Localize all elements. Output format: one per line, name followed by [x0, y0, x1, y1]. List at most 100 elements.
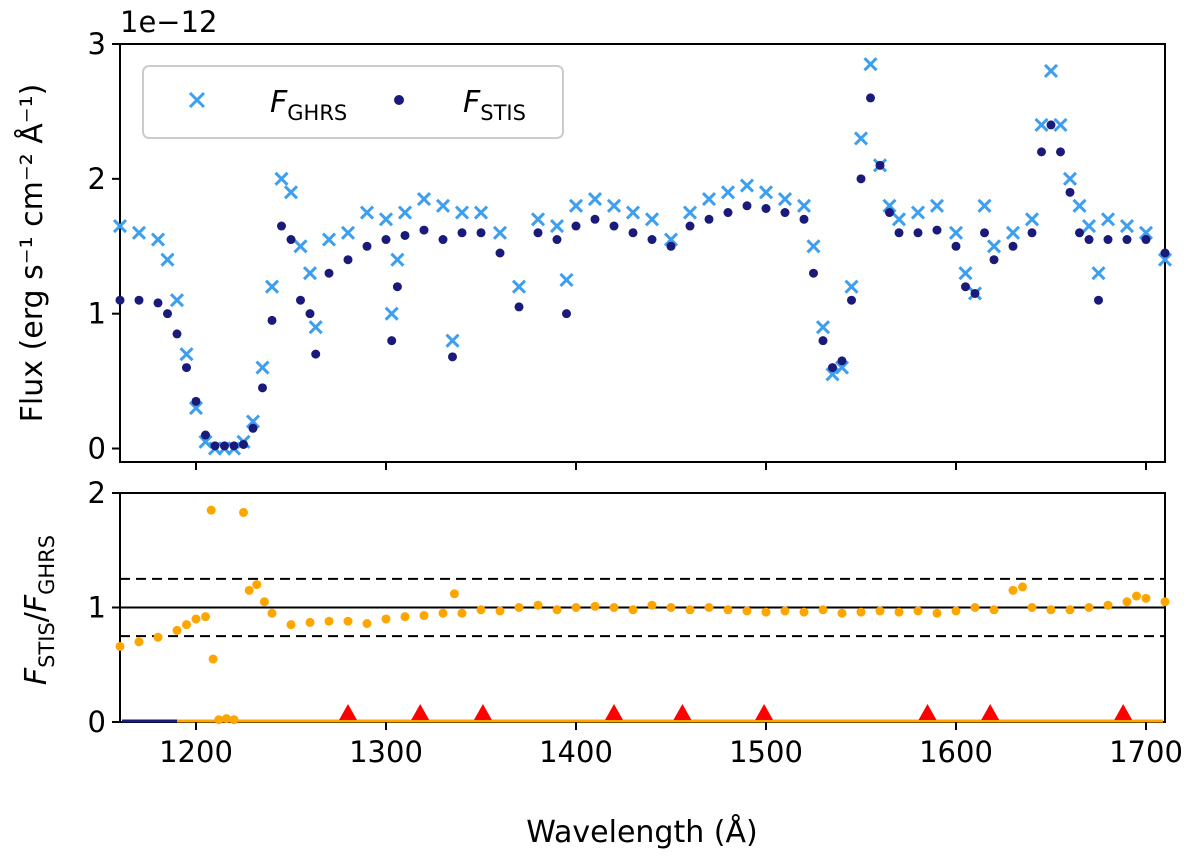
ratio-point	[742, 606, 752, 616]
ghrs-point	[384, 306, 399, 321]
bottom-x-tick-label: 1400	[539, 735, 613, 769]
ghrs-point	[958, 266, 973, 281]
stis-point	[115, 295, 125, 305]
stis-point	[894, 228, 904, 238]
stis-point	[258, 383, 267, 393]
stis-point	[381, 235, 391, 245]
x-axis-label: Wavelength (Å)	[526, 814, 757, 850]
stis-point	[951, 241, 961, 251]
top-x-ticks	[195, 462, 1147, 470]
ratio-point	[208, 654, 218, 664]
ghrs-point	[131, 225, 147, 240]
stis-point	[647, 235, 657, 245]
ratio-point	[400, 612, 410, 622]
ratio-point	[449, 589, 459, 599]
stis-point	[311, 349, 321, 359]
ghrs-point	[891, 212, 907, 227]
ghrs-point	[701, 192, 717, 207]
ghrs-point	[806, 239, 821, 254]
ghrs-point	[682, 205, 698, 220]
stis-point	[571, 221, 581, 231]
ghrs-point	[245, 414, 261, 429]
ratio-point	[214, 715, 224, 725]
ghrs-point	[1043, 63, 1059, 79]
ratio-point	[1008, 585, 1018, 595]
bottom-panel: 0 1 2 1200 1300 1400 1500 1600 1700 FSTIS/FGHRS…	[19, 476, 1183, 850]
ghrs-point	[454, 205, 470, 220]
red-triangle-marker	[411, 704, 430, 720]
ghrs-point	[796, 198, 812, 213]
ratio-point	[134, 637, 144, 647]
stis-point	[182, 363, 191, 373]
ratio-point	[856, 607, 866, 617]
ghrs-point	[1138, 225, 1154, 240]
ghrs-point	[986, 239, 1002, 254]
ratio-point	[153, 632, 163, 642]
ratio-point	[552, 605, 562, 615]
stis-point	[742, 201, 752, 211]
stis-point	[1160, 248, 1170, 258]
legend: FGHRS FSTIS	[142, 65, 564, 139]
ghrs-point	[758, 185, 774, 200]
ratio-point	[970, 603, 980, 612]
ghrs-point	[160, 252, 175, 267]
stis-point	[362, 241, 372, 251]
stis-point	[866, 93, 875, 103]
ratio-point	[1160, 597, 1170, 607]
bottom-x-tick-label: 1700	[1109, 735, 1183, 769]
ghrs-point	[283, 185, 299, 200]
ghrs-point	[1005, 225, 1021, 240]
ghrs-point	[834, 360, 850, 375]
ratio-point	[818, 605, 828, 615]
stis-point	[239, 439, 248, 449]
stis-point	[1075, 228, 1084, 238]
stis-point	[1084, 235, 1094, 245]
ghrs-point	[264, 279, 280, 294]
ghrs-point	[340, 225, 356, 240]
ratio-point	[343, 616, 353, 626]
ratio-point	[172, 625, 182, 635]
ghrs-point	[720, 185, 736, 200]
stis-point	[305, 309, 315, 319]
bottom-x-tick-label: 1500	[729, 735, 803, 769]
legend-marker-stis	[394, 95, 404, 105]
ratio-point	[438, 608, 448, 618]
stis-point	[210, 441, 220, 451]
ghrs-point	[473, 205, 489, 220]
stis-point	[1103, 235, 1113, 245]
ratio-point	[115, 641, 125, 651]
ratio-point	[1122, 597, 1132, 607]
ghrs-point	[530, 212, 546, 227]
stis-point	[961, 282, 970, 292]
stis-point	[476, 228, 486, 238]
ratio-point	[628, 605, 638, 615]
ghrs-point	[492, 225, 508, 240]
bottom-y-ticks: 0 1 2	[88, 476, 120, 739]
stis-point	[533, 228, 543, 238]
red-triangle-marker	[605, 704, 623, 720]
ghrs-point	[511, 279, 527, 294]
stis-point	[609, 221, 619, 231]
bottom-x-tick-label: 1600	[919, 735, 993, 769]
ghrs-point	[929, 198, 945, 213]
ghrs-point	[948, 225, 964, 240]
ghrs-point	[1024, 212, 1040, 227]
ghrs-point	[1053, 117, 1068, 132]
stis-point	[780, 208, 790, 218]
stis-point	[913, 228, 923, 238]
stis-point	[277, 221, 286, 231]
ratio-point	[1141, 593, 1151, 603]
ratio-point	[780, 606, 790, 616]
stis-point	[590, 214, 600, 224]
ghrs-point	[435, 198, 451, 213]
stis-point	[856, 174, 866, 184]
legend-box	[142, 65, 564, 139]
stis-point	[296, 295, 305, 305]
ratio-point	[723, 605, 733, 615]
ghrs-point	[198, 434, 213, 449]
ghrs-point	[188, 401, 204, 416]
stis-point	[495, 248, 505, 258]
ghrs-point	[397, 205, 413, 220]
stis-point	[163, 309, 172, 319]
red-triangle-marker	[755, 704, 774, 720]
